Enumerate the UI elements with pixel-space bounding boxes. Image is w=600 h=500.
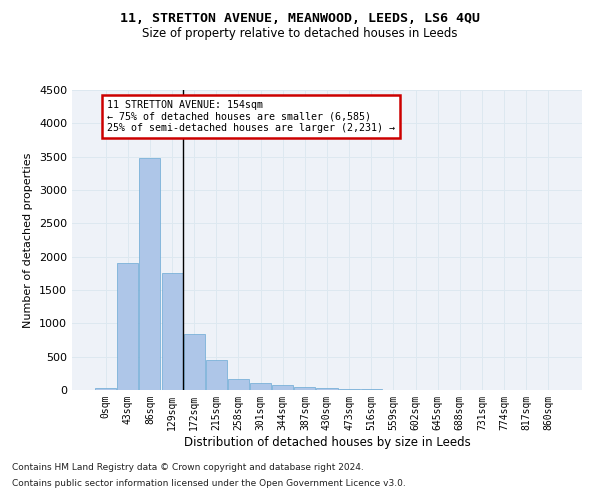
Text: 11 STRETTON AVENUE: 154sqm
← 75% of detached houses are smaller (6,585)
25% of s: 11 STRETTON AVENUE: 154sqm ← 75% of deta… xyxy=(107,100,395,133)
Bar xyxy=(250,384,271,390)
Text: Contains public sector information licensed under the Open Government Licence v3: Contains public sector information licen… xyxy=(12,478,406,488)
Bar xyxy=(184,334,205,390)
Bar xyxy=(272,386,293,390)
Bar xyxy=(295,386,316,390)
Bar xyxy=(206,360,227,390)
X-axis label: Distribution of detached houses by size in Leeds: Distribution of detached houses by size … xyxy=(184,436,470,448)
Bar xyxy=(161,272,182,390)
Text: Size of property relative to detached houses in Leeds: Size of property relative to detached ho… xyxy=(142,28,458,40)
Text: 11, STRETTON AVENUE, MEANWOOD, LEEDS, LS6 4QU: 11, STRETTON AVENUE, MEANWOOD, LEEDS, LS… xyxy=(120,12,480,26)
Bar xyxy=(118,264,139,390)
Bar xyxy=(316,388,338,390)
Bar xyxy=(95,388,116,390)
Bar xyxy=(228,380,249,390)
Text: Contains HM Land Registry data © Crown copyright and database right 2024.: Contains HM Land Registry data © Crown c… xyxy=(12,464,364,472)
Bar xyxy=(338,389,359,390)
Y-axis label: Number of detached properties: Number of detached properties xyxy=(23,152,34,328)
Bar xyxy=(139,158,160,390)
